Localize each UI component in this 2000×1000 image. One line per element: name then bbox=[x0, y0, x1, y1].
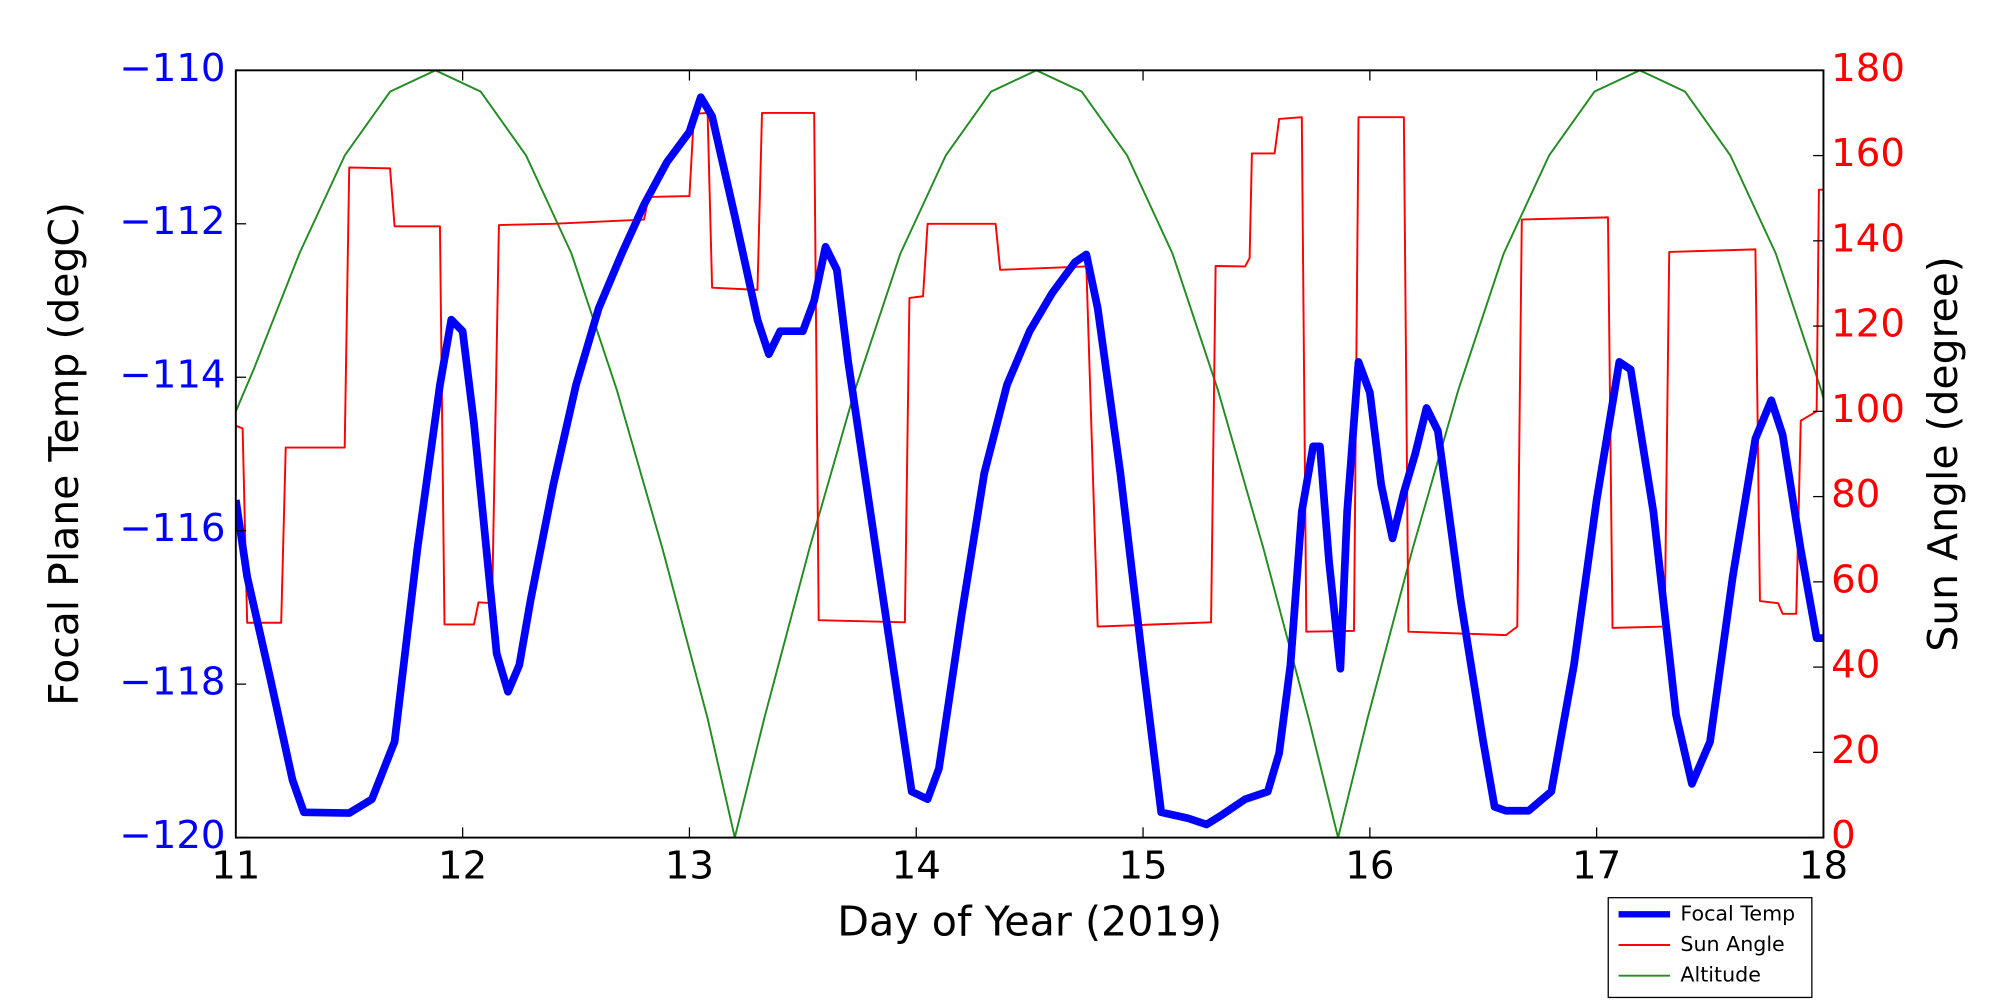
plot-lines bbox=[235, 70, 1824, 838]
x-tick-label: 11 bbox=[211, 844, 260, 889]
y2-tick-label: 160 bbox=[1831, 131, 1905, 176]
legend-label: Sun Angle bbox=[1680, 932, 1784, 956]
y-tick-label: −112 bbox=[119, 199, 225, 244]
x-tick-label: 12 bbox=[438, 844, 487, 889]
series-line bbox=[235, 70, 1824, 838]
legend-label: Focal Temp bbox=[1680, 901, 1795, 925]
y-tick-label: −118 bbox=[119, 660, 225, 705]
y2-tick-label: 180 bbox=[1831, 46, 1905, 91]
y2-axis-label: Sun Angle (degree) bbox=[1919, 256, 1967, 651]
y2-tick-label: 0 bbox=[1831, 813, 1856, 858]
x-tick-label: 18 bbox=[1799, 844, 1848, 889]
y2-tick-label: 60 bbox=[1831, 557, 1880, 602]
series-line bbox=[235, 93, 1824, 829]
y2-tick-label: 80 bbox=[1831, 472, 1880, 517]
x-tick-label: 14 bbox=[892, 844, 941, 889]
series-line bbox=[235, 111, 1824, 637]
y-tick-label: −120 bbox=[119, 813, 225, 858]
legend-label: Altitude bbox=[1680, 963, 1760, 987]
plot-frame bbox=[234, 69, 1825, 839]
x-axis-label: Day of Year (2019) bbox=[837, 898, 1222, 946]
y2-tick-label: 140 bbox=[1831, 216, 1905, 261]
x-tick-label: 16 bbox=[1345, 844, 1394, 889]
y2-tick-label: 40 bbox=[1831, 643, 1880, 688]
y2-tick-label: 20 bbox=[1831, 728, 1880, 773]
y-tick-label: −110 bbox=[119, 46, 225, 91]
y-tick-label: −116 bbox=[119, 506, 225, 551]
y-tick-label: −114 bbox=[119, 353, 225, 398]
x-tick-label: 15 bbox=[1118, 844, 1167, 889]
y2-tick-label: 120 bbox=[1831, 302, 1905, 347]
y-axis-label: Focal Plane Temp (degC) bbox=[40, 202, 88, 706]
y2-tick-label: 100 bbox=[1831, 387, 1905, 432]
x-tick-label: 13 bbox=[665, 844, 714, 889]
x-tick-label: 17 bbox=[1572, 844, 1621, 889]
